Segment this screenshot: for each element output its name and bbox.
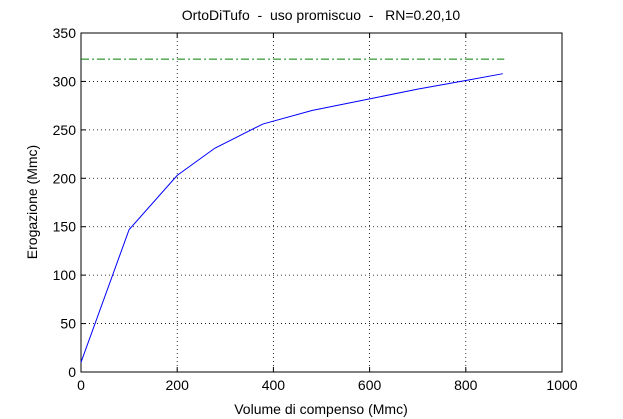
- x-tick-label: 800: [454, 377, 478, 393]
- data-line: [80, 73, 503, 363]
- x-tick-label: 400: [262, 377, 286, 393]
- y-axis-label: Erogazione (Mmc): [24, 145, 40, 259]
- x-tick-label: 0: [77, 377, 85, 393]
- x-tick-label: 200: [166, 377, 190, 393]
- y-tick-label: 250: [53, 122, 77, 138]
- x-tick-label: 1000: [546, 377, 577, 393]
- x-axis-label: Volume di compenso (Mmc): [234, 401, 408, 417]
- y-tick-label: 150: [53, 219, 77, 235]
- chart-title: OrtoDiTufo - uso promiscuo - RN=0.20,10: [182, 7, 461, 23]
- y-tick-label: 350: [53, 25, 77, 41]
- y-tick-label: 0: [68, 364, 76, 380]
- axes-box: [80, 32, 563, 373]
- y-tick-label: 300: [53, 73, 77, 89]
- y-tick-label: 100: [53, 267, 77, 283]
- y-tick-label: 200: [53, 170, 77, 186]
- plot-area: [81, 33, 562, 372]
- x-tick-label: 600: [358, 377, 382, 393]
- y-tick-label: 50: [60, 316, 76, 332]
